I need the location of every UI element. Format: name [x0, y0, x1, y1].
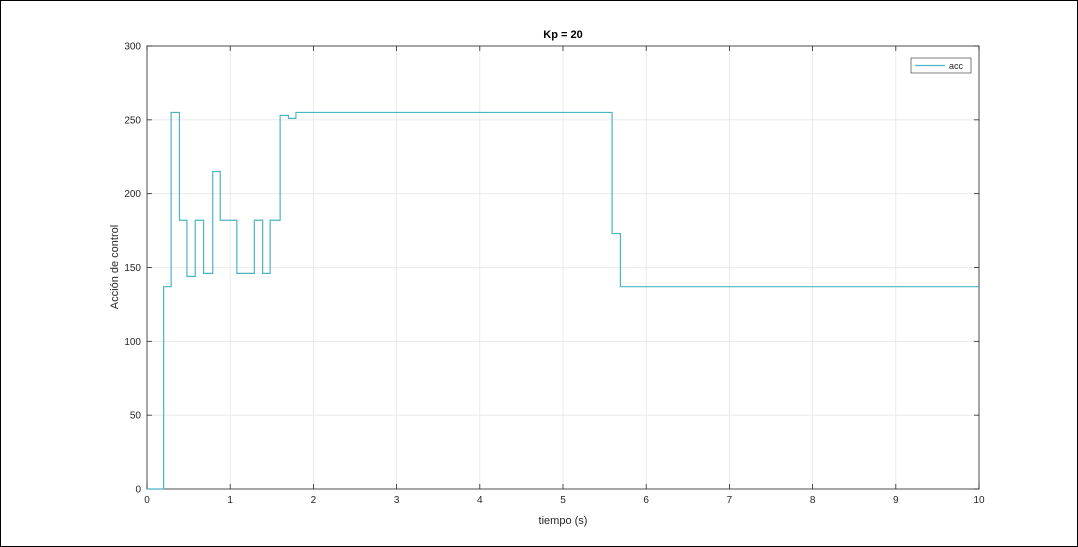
y-tick-label: 50: [130, 411, 142, 422]
x-tick-label: 4: [477, 495, 483, 506]
x-tick-label: 3: [394, 495, 400, 506]
legend: acc: [910, 57, 972, 74]
x-tick-label: 10: [973, 495, 985, 506]
x-tick-label: 1: [227, 495, 233, 506]
y-axis: 0 50 100 150 200 250 300: [124, 42, 979, 496]
y-axis-label: Acción de control: [109, 225, 121, 309]
x-tick-label: 7: [727, 495, 733, 506]
y-tick-label: 150: [124, 263, 141, 274]
y-tick-label: 300: [124, 42, 141, 53]
x-tick-label: 5: [560, 495, 566, 506]
y-tick-label: 250: [124, 115, 141, 126]
x-tick-label: 6: [643, 495, 649, 506]
series-line-acc: [147, 111, 979, 490]
x-tick-label: 2: [311, 495, 317, 506]
x-tick-label: 8: [810, 495, 816, 506]
chart-title: Kp = 20: [543, 29, 582, 41]
y-tick-label: 200: [124, 189, 141, 200]
y-tick-label: 100: [124, 337, 141, 348]
legend-label-acc: acc: [949, 61, 964, 71]
x-tick-label: 9: [893, 495, 899, 506]
x-tick-label: 0: [144, 495, 150, 506]
y-tick-label: 0: [135, 485, 141, 496]
x-axis: 0 1 2 3 4 5 6 7 8 9 10: [144, 46, 985, 506]
x-axis-label: tiempo (s): [539, 515, 588, 527]
